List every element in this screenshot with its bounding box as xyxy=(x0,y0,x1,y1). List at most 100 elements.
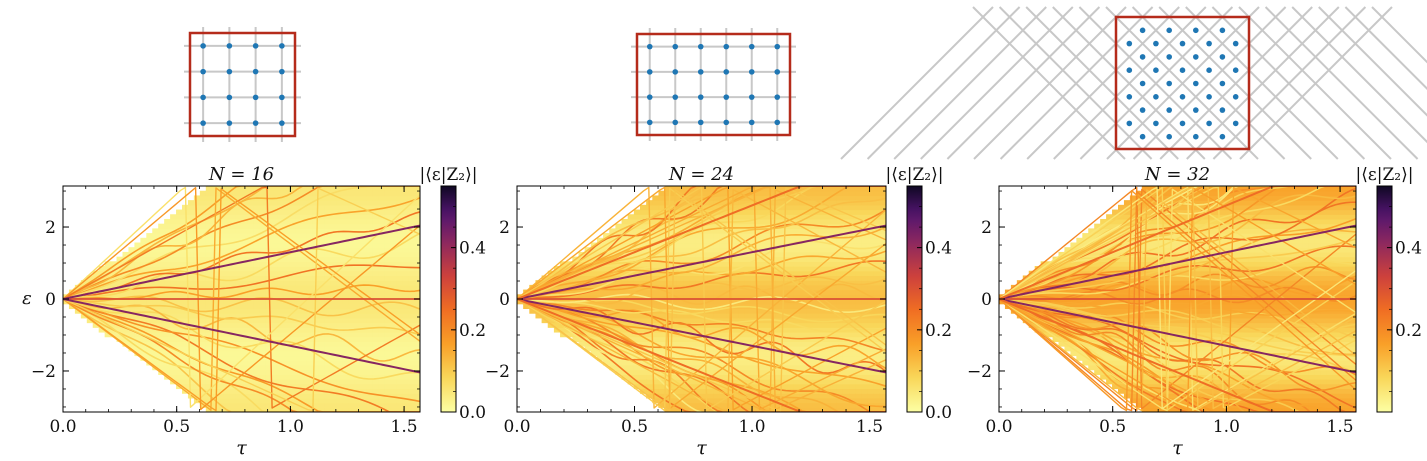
heatmap-cell xyxy=(158,331,165,338)
heatmap-cell xyxy=(289,209,296,215)
heatmap-cell xyxy=(402,242,409,248)
heatmap-cell xyxy=(744,223,752,229)
heatmap-cell xyxy=(849,355,856,361)
heatmap-cell xyxy=(867,237,875,244)
heatmap-cell xyxy=(812,360,819,366)
heatmap-cell xyxy=(152,346,159,352)
heatmap-cell xyxy=(360,407,368,412)
heatmap-cell xyxy=(842,341,850,347)
heatmap-cell xyxy=(689,341,696,347)
heatmap-cell xyxy=(633,237,641,244)
heatmap-cell xyxy=(271,322,278,328)
heatmap-cell xyxy=(312,383,320,390)
heatmap-cell xyxy=(652,261,660,267)
heatmap-cell xyxy=(652,331,660,338)
heatmap-cell xyxy=(689,355,696,361)
lattice-site xyxy=(697,43,704,50)
heatmap-cell xyxy=(763,308,770,314)
heatmap-cell xyxy=(182,341,189,347)
heatmap-cell xyxy=(241,397,249,404)
heatmap-cell xyxy=(378,374,385,380)
heatmap-cell xyxy=(402,190,409,197)
heatmap-cell xyxy=(812,284,819,291)
heatmap-cell xyxy=(158,355,165,361)
heatmap-cell xyxy=(390,350,397,357)
heatmap-cell xyxy=(719,341,727,347)
heatmap-cell xyxy=(787,322,795,328)
heatmap-cell xyxy=(670,407,678,412)
heatmap-cell xyxy=(652,275,660,281)
heatmap-cell xyxy=(867,270,875,277)
heatmap-cell xyxy=(818,355,826,361)
heatmap-cell xyxy=(271,407,278,412)
heatmap-cell xyxy=(295,294,302,300)
heatmap-cell xyxy=(408,317,415,324)
heatmap-cell xyxy=(695,251,703,258)
heatmap-cell xyxy=(336,223,344,229)
heatmap-cell xyxy=(408,341,415,347)
heatmap-cell xyxy=(676,322,684,328)
heatmap-cell xyxy=(658,327,666,333)
heatmap-cell xyxy=(799,228,807,234)
heatmap-cell xyxy=(342,374,350,380)
heatmap-cell xyxy=(830,204,838,211)
heatmap-cell xyxy=(384,350,391,357)
heatmap-cell xyxy=(701,364,709,371)
heatmap-cell xyxy=(750,407,758,412)
heatmap-cell xyxy=(812,209,819,215)
heatmap-cell xyxy=(164,266,171,272)
heatmap-cell xyxy=(408,346,415,352)
heatmap-cell xyxy=(830,341,838,347)
heatmap-cell xyxy=(318,308,326,314)
heatmap-cell xyxy=(695,336,703,342)
heatmap-cell xyxy=(295,383,302,390)
heatmap-cell xyxy=(402,209,409,215)
heatmap-cell xyxy=(235,369,243,375)
heatmap-cell xyxy=(134,336,141,342)
heatmap-cell xyxy=(732,214,739,220)
heatmap-cell xyxy=(318,303,326,310)
heatmap-cell xyxy=(330,303,338,310)
heatmap-cell xyxy=(566,313,573,319)
heatmap-cell xyxy=(726,303,733,310)
heatmap-cell xyxy=(596,350,604,357)
heatmap-cell xyxy=(301,388,308,394)
heatmap-cell xyxy=(342,379,350,385)
heatmap-cell xyxy=(354,364,362,371)
heatmap-cell xyxy=(676,195,684,201)
heatmap-cell xyxy=(283,275,290,281)
heatmap-cell xyxy=(229,266,237,272)
heatmap-cell xyxy=(402,360,409,366)
heatmap-cell xyxy=(182,355,189,361)
heatmap-cell xyxy=(187,209,195,215)
heatmap-cell xyxy=(378,360,385,366)
heatmap-cell xyxy=(683,247,690,253)
heatmap-cell xyxy=(372,251,379,258)
heatmap-cell xyxy=(695,346,703,352)
heatmap-cell xyxy=(738,275,746,281)
heatmap-cell xyxy=(336,383,344,390)
heatmap-cell xyxy=(241,383,249,390)
heatmap-cell xyxy=(873,284,881,291)
heatmap-cell xyxy=(849,308,856,314)
heatmap-cell xyxy=(799,214,807,220)
heatmap-cell xyxy=(360,280,368,286)
heatmap-cell xyxy=(879,317,886,324)
heatmap-cell xyxy=(689,317,696,324)
heatmap-cell xyxy=(366,383,373,390)
heatmap-cell xyxy=(158,346,165,352)
eigen-line xyxy=(63,186,420,300)
heatmap-cell xyxy=(348,374,356,380)
heatmap-cell xyxy=(342,289,350,295)
heatmap-cell xyxy=(348,266,356,272)
heatmap-cell xyxy=(658,200,666,206)
heatmap-cell xyxy=(253,190,260,197)
eigen-line xyxy=(63,186,420,411)
heatmap-cell xyxy=(283,247,290,253)
heatmap-cell xyxy=(336,247,344,253)
heatmap-cell xyxy=(855,355,862,361)
heatmap-cell xyxy=(609,284,616,291)
heatmap-cell xyxy=(818,308,826,314)
lattice-site xyxy=(200,120,206,126)
heatmap-cell xyxy=(366,299,373,305)
